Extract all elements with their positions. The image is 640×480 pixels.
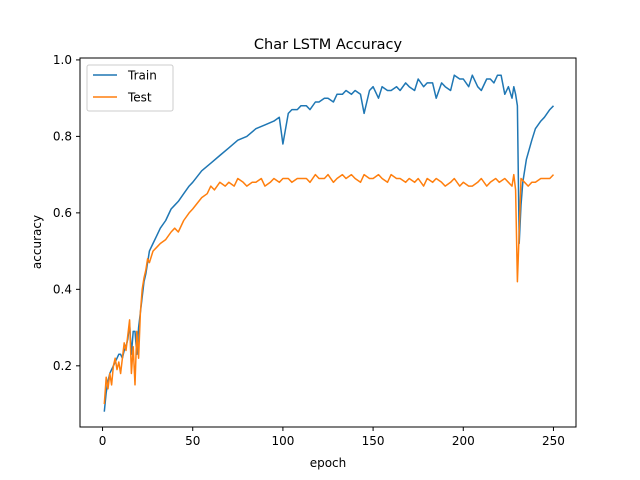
x-axis-title: epoch	[310, 456, 347, 470]
legend-box	[86, 64, 174, 112]
series-layer	[103, 74, 555, 412]
series-line-test	[103, 173, 555, 405]
x-tick-label: 0	[99, 434, 107, 448]
legend-label-test: Test	[127, 91, 152, 105]
y-tick-label: 1.0	[53, 53, 72, 67]
x-tick-label: 250	[542, 434, 565, 448]
series-line-train	[103, 74, 555, 412]
x-tick-label: 150	[362, 434, 385, 448]
x-tick-label: 100	[271, 434, 294, 448]
y-tick-label: 0.2	[53, 359, 72, 373]
x-tick-label: 200	[452, 434, 475, 448]
y-tick-label: 0.8	[53, 129, 72, 143]
y-axis-title: accuracy	[30, 215, 44, 269]
chart-title: Char LSTM Accuracy	[254, 37, 403, 53]
x-tick-label: 50	[185, 434, 200, 448]
y-tick-label: 0.6	[53, 206, 72, 220]
y-tick-label: 0.4	[53, 282, 72, 296]
x-axis-ticks: 0 50 100 150 200 250	[99, 427, 565, 448]
y-axis-ticks: 0.2 0.4 0.6 0.8 1.0	[53, 53, 80, 373]
legend: Train Test	[86, 64, 174, 112]
legend-label-train: Train	[127, 69, 157, 83]
plot-area-frame	[79, 57, 577, 428]
